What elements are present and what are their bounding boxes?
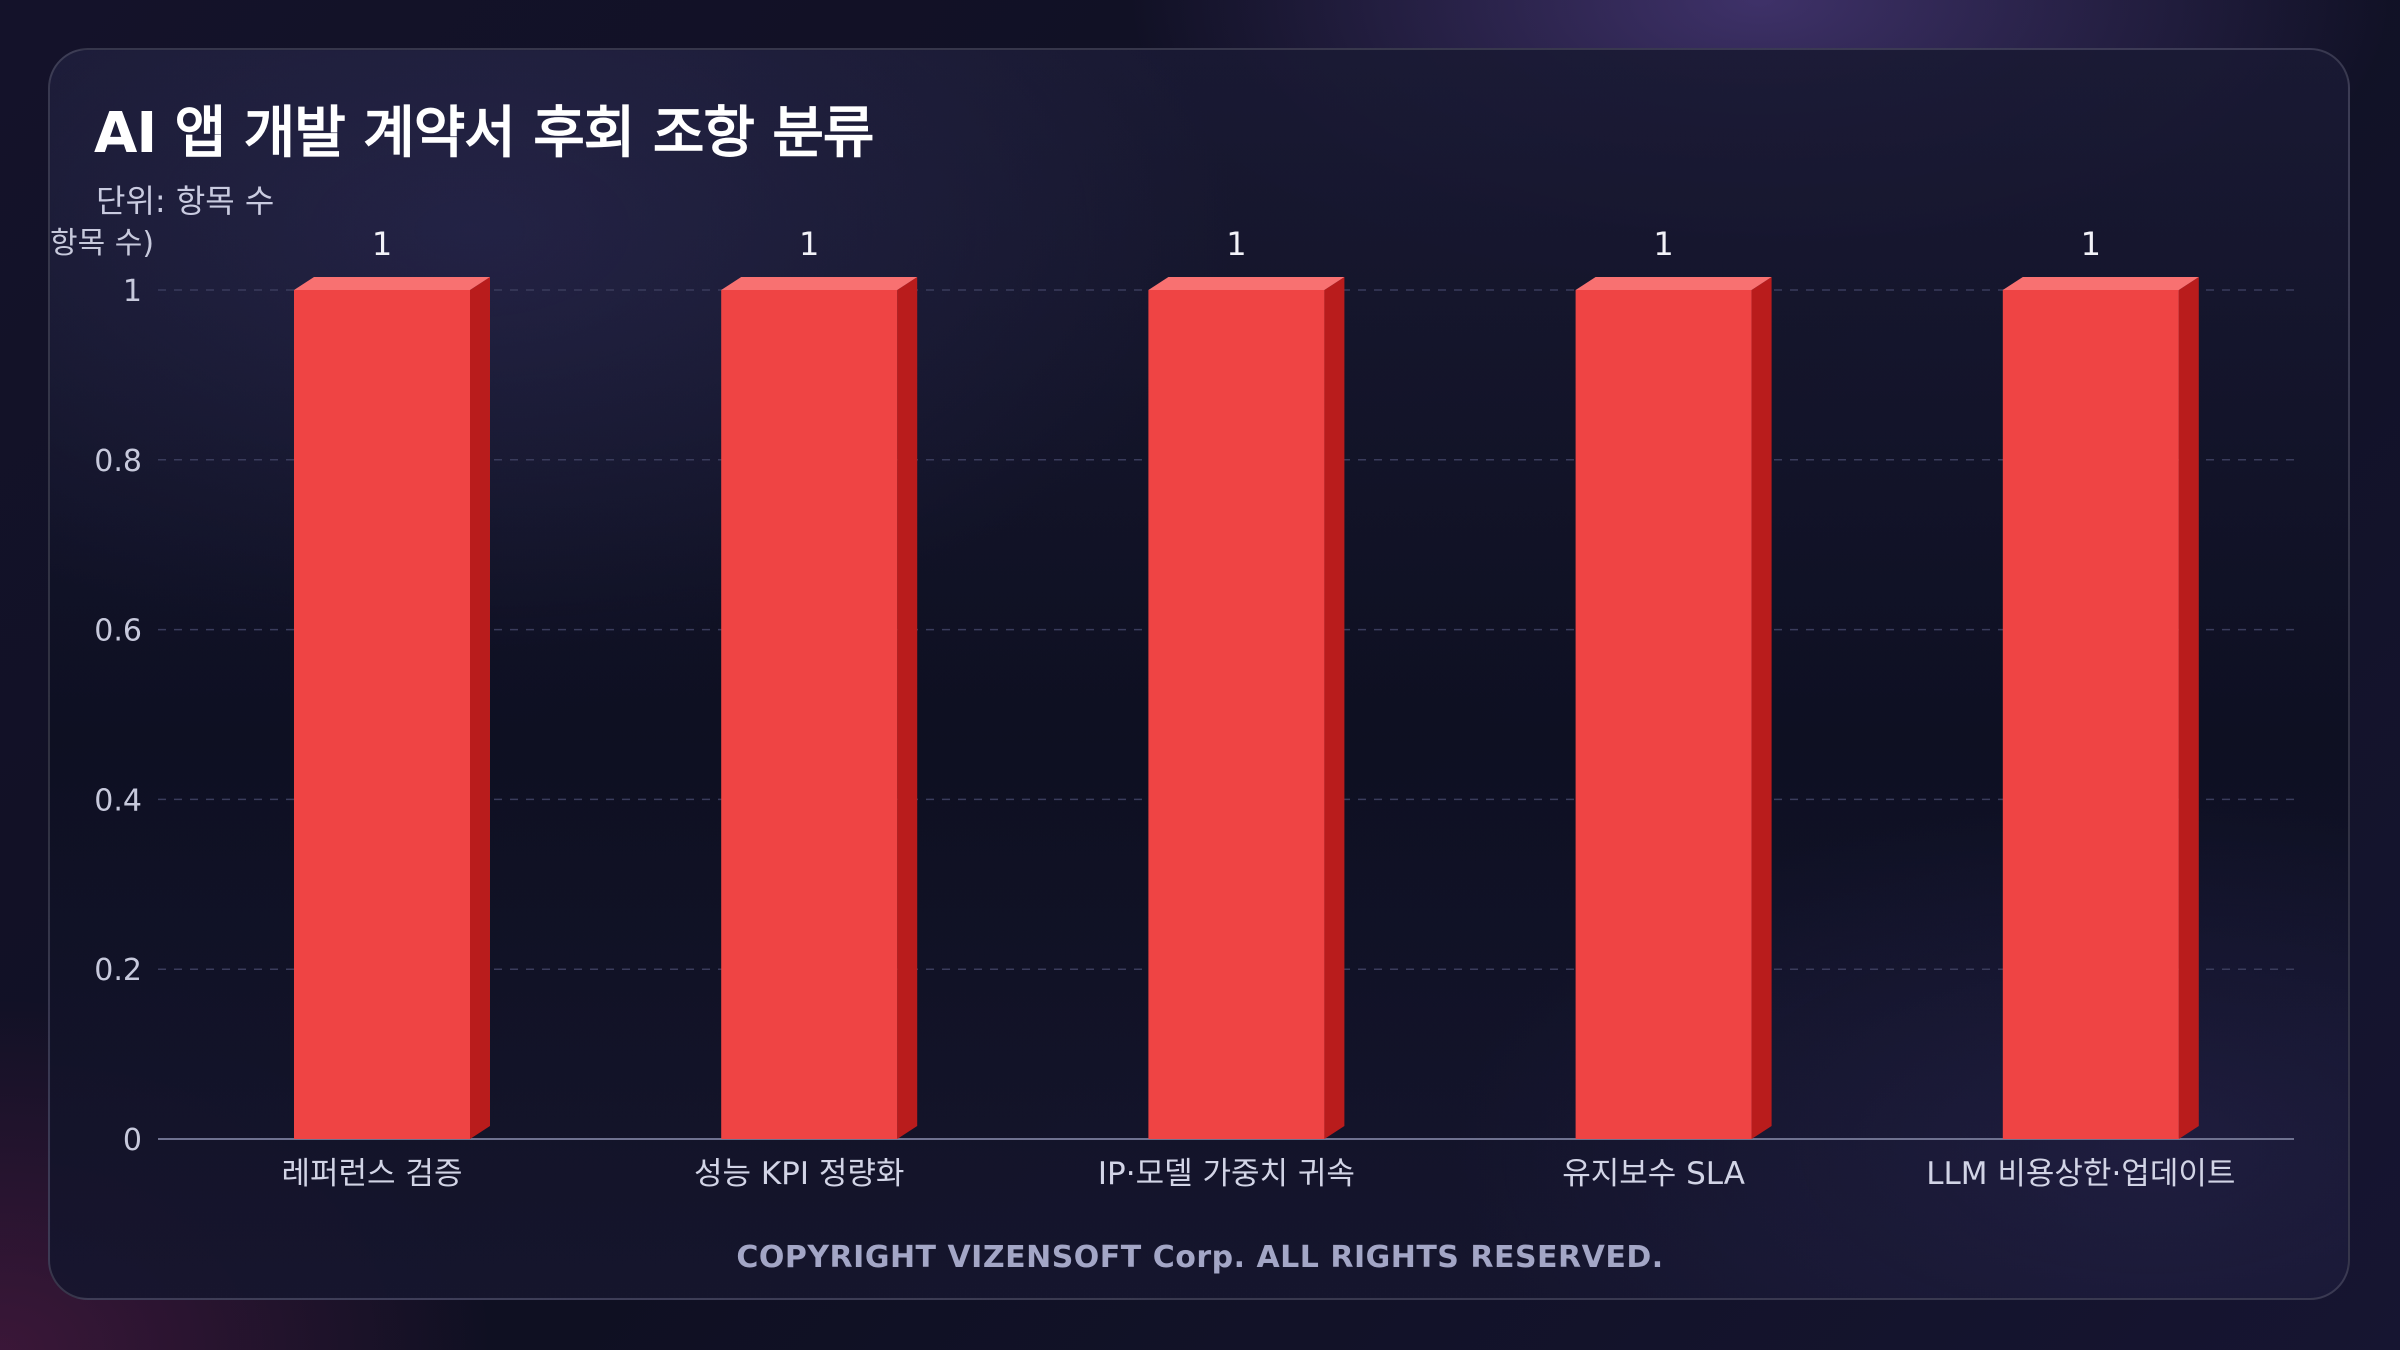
x-tick-label: 레퍼런스 검증 [282,1156,463,1192]
bar-side-face [1751,277,1772,1139]
bar-top-face [1148,277,1345,290]
y-tick-label: 0.6 [94,614,142,649]
bar-side-face [1324,277,1345,1139]
copyright-footer: COPYRIGHT VIZENSOFT Corp. ALL RIGHTS RES… [736,1240,1664,1275]
y-tick-label: 0 [123,1123,142,1158]
bar [294,277,490,1139]
x-tick-label: 성능 KPI 정량화 [694,1156,904,1192]
x-tick-label: LLM 비용상한·업데이트 [1926,1156,2235,1192]
bar [721,277,918,1139]
bar-value-label: 1 [2081,225,2101,263]
bar-front-face [2002,290,2179,1139]
bar-top-face [294,277,490,290]
bar-front-face [1148,290,1325,1139]
bars [294,277,2199,1139]
bar-front-face [721,290,898,1139]
y-axis-label: 항목 수) [50,226,154,261]
bar-value-label: 1 [1653,225,1673,263]
bar-value-label: 1 [1226,225,1246,263]
bar [2002,277,2199,1139]
bar-front-face [1575,290,1752,1139]
y-tick-label: 0.2 [94,953,142,988]
bar-side-face [2178,277,2199,1139]
bar [1575,277,1772,1139]
labels: 항목 수) 0 0.2 0.4 0.6 0.8 1 1 레퍼런스 검증 1 성능 KPI 정량화 1 I… [50,225,2235,1192]
x-tick-label: 유지보수 SLA [1562,1156,1745,1192]
bar-top-face [1575,277,1772,290]
bar-value-label: 1 [799,225,819,263]
x-tick-label: IP·모델 가중치 귀속 [1098,1156,1355,1192]
y-tick-label: 0.4 [94,783,142,818]
bar-front-face [294,290,470,1139]
y-tick-label: 0.8 [94,444,142,479]
bar-top-face [721,277,918,290]
bar-value-label: 1 [372,225,392,263]
y-tick-label: 1 [123,274,142,309]
bar-side-face [470,277,490,1139]
grid-lines [158,289,2294,970]
chart-title: AI 앱 개발 계약서 후회 조항 분류 [94,101,874,166]
bar [1148,277,1345,1139]
bar-top-face [2002,277,2199,290]
bar-side-face [897,277,918,1139]
chart-subtitle: 단위: 항목 수 [96,182,275,220]
